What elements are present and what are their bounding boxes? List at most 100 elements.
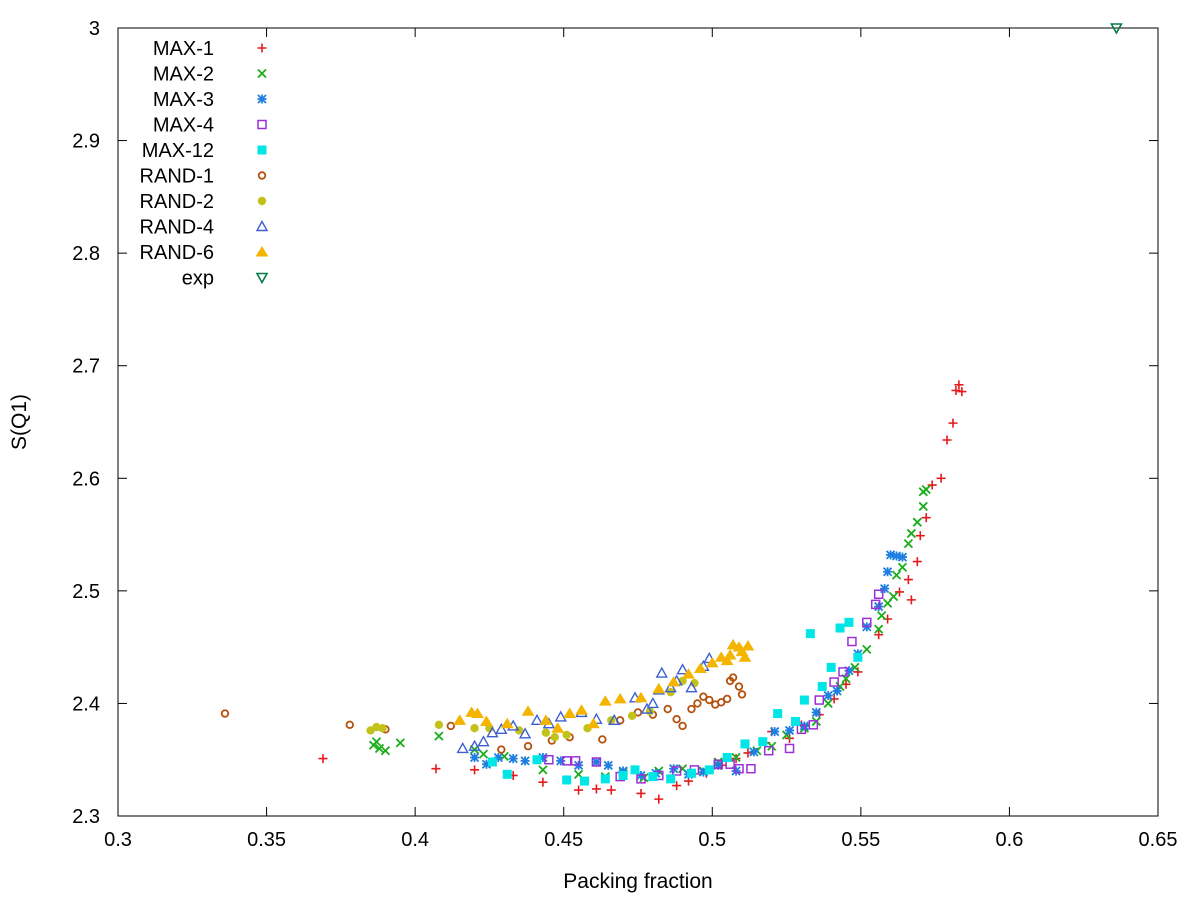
data-point	[873, 589, 884, 599]
data-point	[717, 698, 726, 707]
data-point	[551, 722, 565, 733]
data-point	[838, 667, 848, 677]
data-point	[722, 752, 732, 762]
y-tick-label: 2.7	[72, 356, 100, 378]
legend-marker	[257, 145, 267, 155]
data-point	[906, 528, 917, 539]
data-point	[811, 707, 821, 718]
legend-label: MAX-3	[153, 89, 214, 111]
data-point	[618, 770, 628, 780]
data-point	[434, 720, 444, 730]
data-point	[600, 774, 610, 784]
data-point	[478, 749, 489, 759]
data-point	[541, 728, 551, 737]
data-point	[550, 733, 559, 742]
data-point	[497, 745, 506, 754]
data-point	[345, 720, 354, 730]
data-point	[694, 662, 707, 674]
data-point	[495, 722, 508, 735]
data-point	[954, 380, 964, 390]
data-point	[648, 772, 658, 782]
data-point	[698, 767, 709, 777]
y-tick-label: 2.9	[72, 131, 100, 153]
data-point	[539, 714, 553, 725]
data-point	[847, 636, 857, 647]
data-point	[796, 724, 807, 735]
legend-marker	[257, 43, 267, 53]
data-point	[575, 704, 588, 715]
data-point	[826, 662, 836, 672]
data-point	[591, 784, 601, 794]
data-point	[835, 623, 845, 633]
data-point	[591, 757, 602, 767]
y-tick-label: 2.4	[72, 693, 100, 715]
data-point	[734, 763, 744, 774]
data-point	[666, 774, 676, 784]
data-point	[741, 640, 755, 651]
data-point	[521, 705, 535, 716]
data-point	[823, 698, 833, 709]
data-point	[731, 766, 741, 776]
legend-label: MAX-2	[153, 64, 214, 86]
data-point	[587, 717, 600, 729]
data-point	[891, 570, 902, 580]
series-max-3	[469, 550, 908, 781]
data-point	[446, 721, 455, 731]
data-point	[743, 748, 753, 758]
data-point	[562, 775, 572, 785]
data-point	[685, 681, 698, 693]
data-point	[530, 713, 544, 726]
data-point	[862, 644, 872, 655]
data-point	[538, 777, 548, 787]
legend-marker	[255, 272, 269, 285]
data-point	[805, 629, 815, 639]
data-point	[561, 756, 572, 766]
data-point	[633, 708, 643, 717]
series-max-1	[318, 380, 967, 804]
data-point	[874, 624, 884, 634]
data-point	[471, 707, 484, 719]
data-point	[948, 418, 958, 428]
data-point	[518, 727, 532, 739]
data-point	[556, 756, 566, 766]
legend-label: RAND-2	[140, 191, 214, 213]
data-point	[663, 704, 672, 714]
legend: MAX-1 MAX-2 MAX-3 MAX-4 MAX-12 RAND-1 RAND-2 RA…	[140, 38, 269, 290]
data-point	[654, 794, 664, 804]
data-point	[746, 763, 756, 774]
data-point	[371, 737, 382, 747]
data-point	[734, 682, 744, 691]
data-point	[862, 617, 872, 628]
data-point	[544, 754, 554, 765]
data-point	[903, 538, 914, 549]
data-point	[480, 715, 493, 726]
data-point	[493, 752, 503, 763]
legend-marker	[257, 119, 267, 130]
data-point	[574, 785, 584, 795]
y-tick-label: 2.5	[72, 581, 100, 603]
data-point	[927, 480, 937, 490]
data-point	[580, 776, 590, 786]
data-point	[671, 766, 682, 776]
data-point	[942, 435, 952, 445]
data-point	[720, 654, 734, 666]
series-rand-1	[220, 673, 747, 754]
data-point	[773, 709, 783, 719]
data-point	[538, 752, 548, 763]
data-point	[799, 695, 809, 705]
data-point	[740, 739, 750, 749]
data-point	[608, 713, 621, 726]
data-point	[481, 759, 492, 769]
data-point	[874, 630, 884, 640]
data-point	[714, 651, 728, 662]
data-point	[921, 484, 931, 495]
legend-label: MAX-1	[153, 38, 214, 60]
legend-label: RAND-6	[140, 242, 214, 264]
data-point	[318, 754, 328, 764]
data-point	[655, 666, 668, 678]
data-point	[882, 567, 893, 577]
x-tick-label: 0.5	[698, 829, 726, 851]
data-point	[395, 738, 405, 748]
data-point	[704, 765, 714, 775]
series-max-4	[544, 589, 884, 784]
